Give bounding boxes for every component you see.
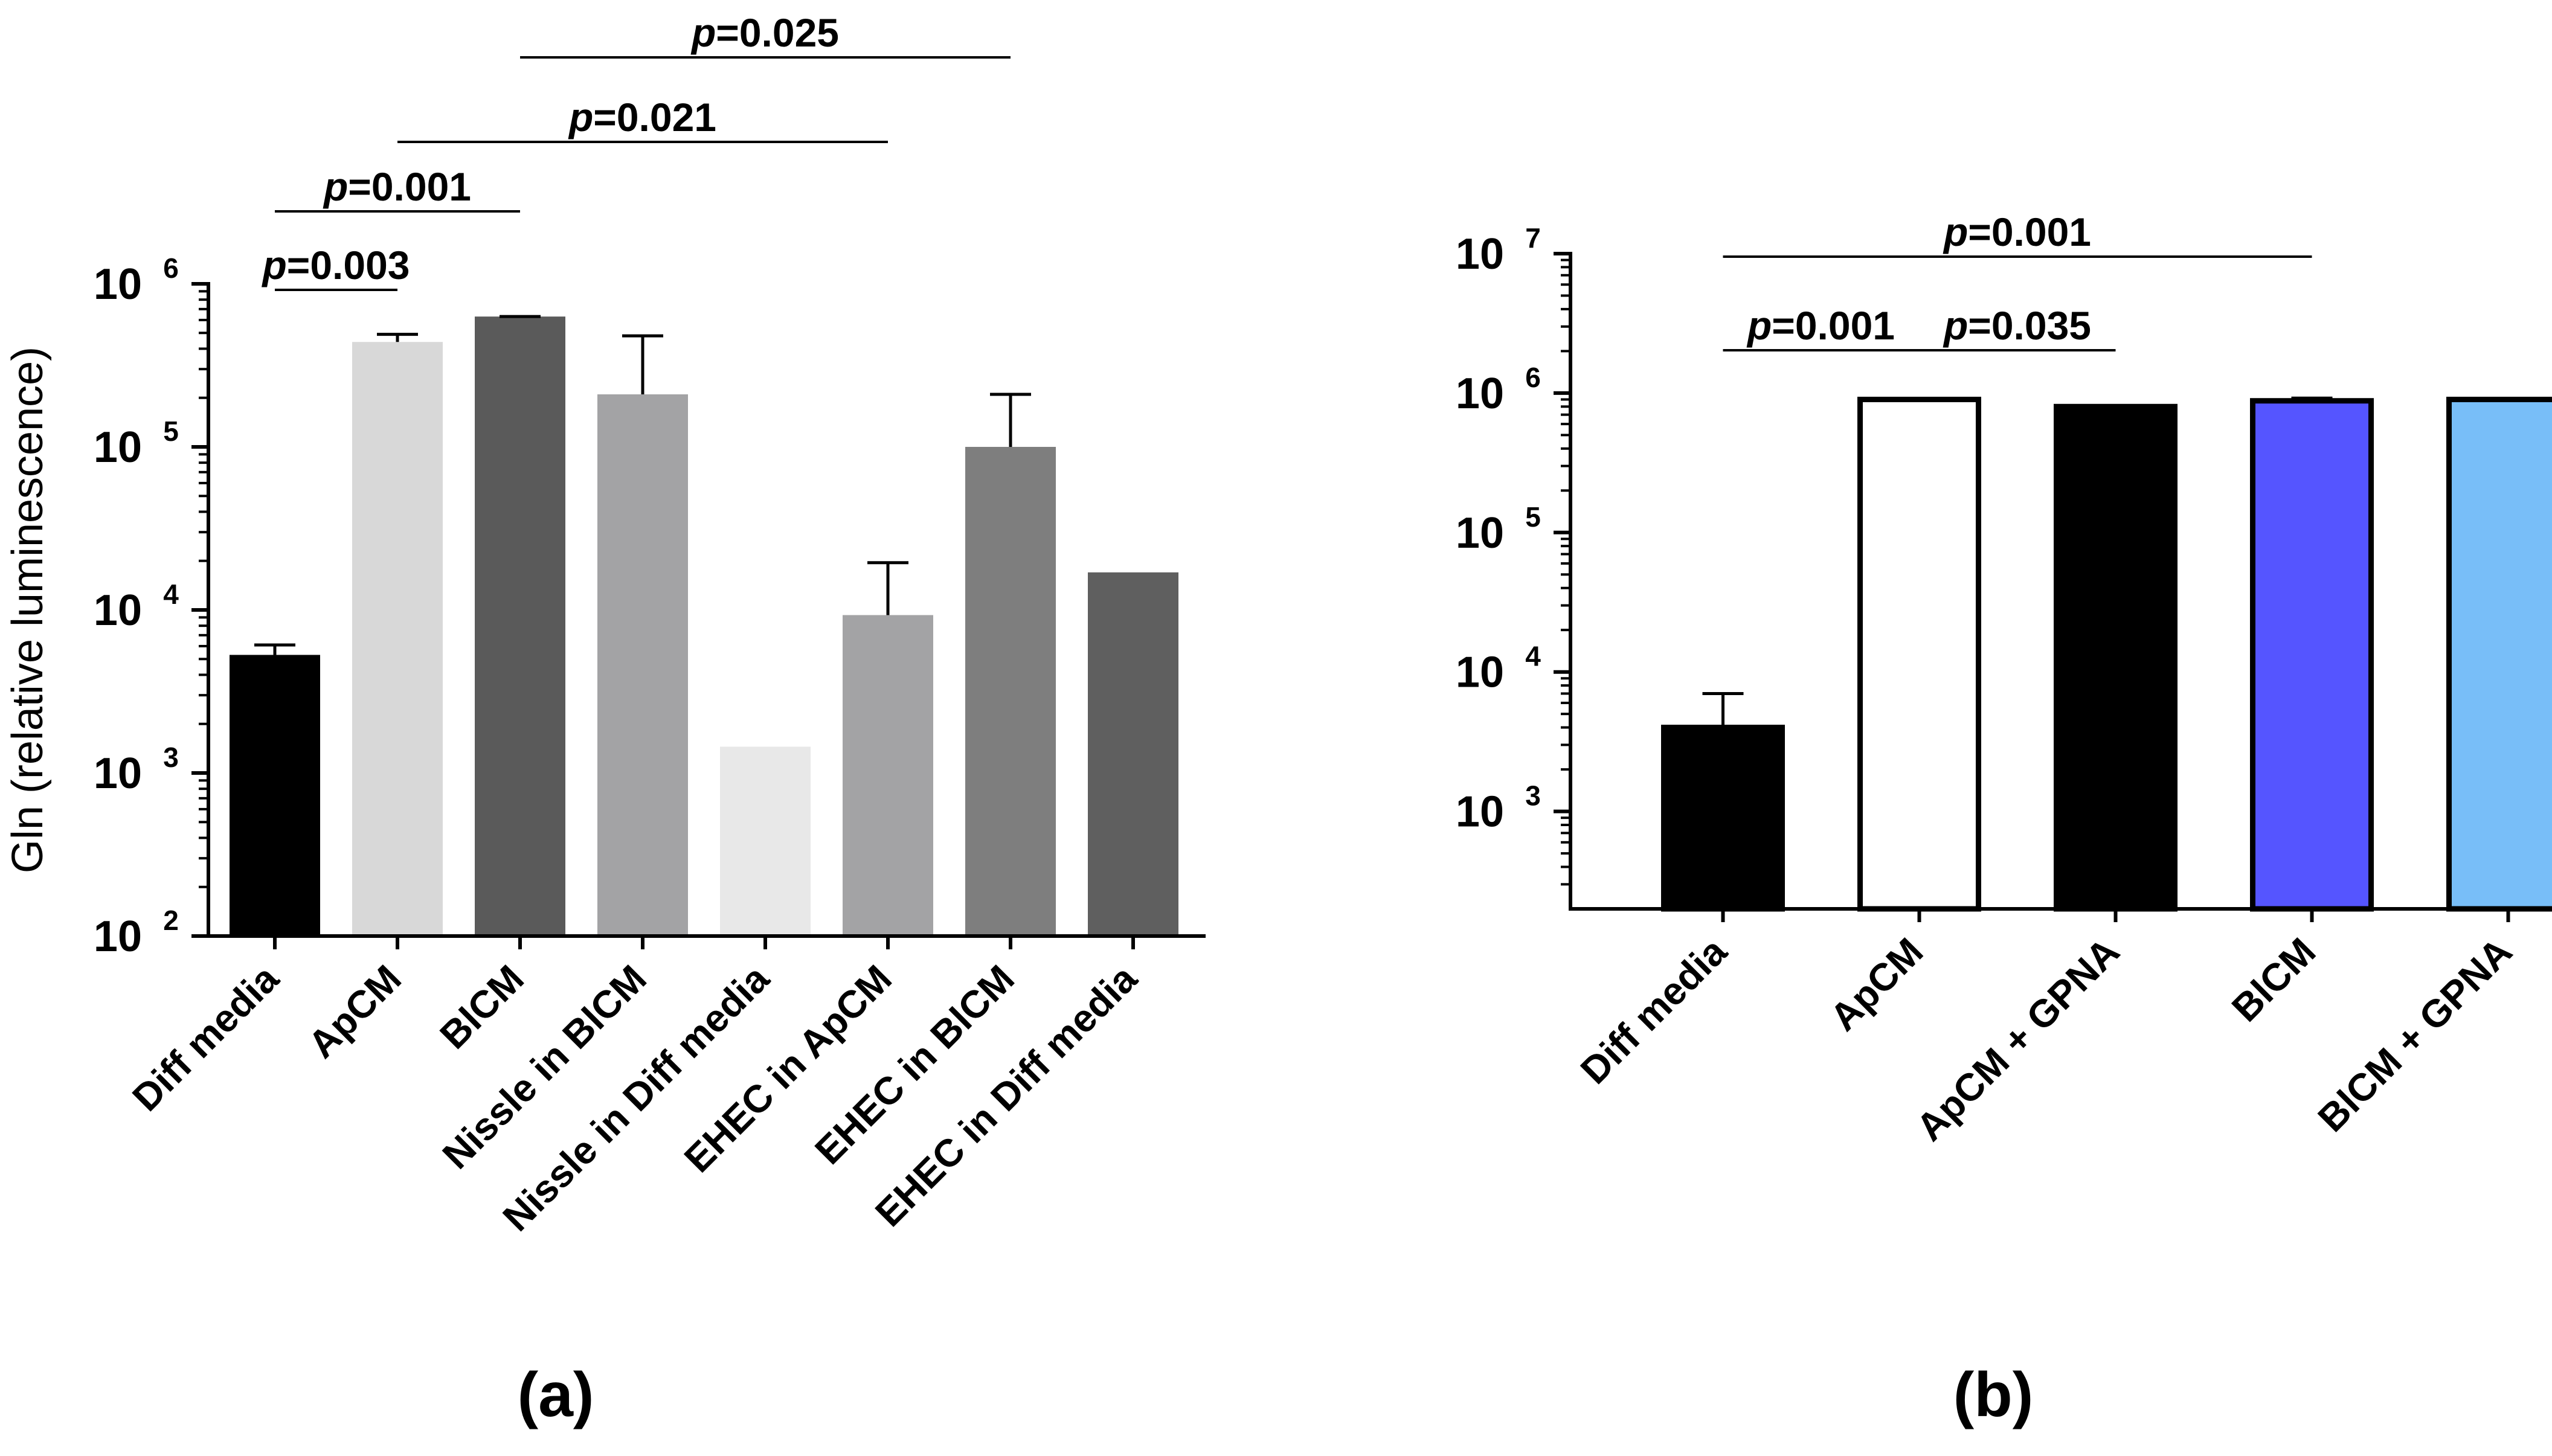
y-tick-exp-0-2: 4 (163, 579, 179, 610)
p-symbol: p (690, 10, 716, 55)
panel-label-1: (b) (1953, 1360, 2034, 1430)
comparison-label-1-2: p=0.001 (1943, 210, 2091, 254)
bar-1-3 (2250, 398, 2374, 912)
bar-0-0 (230, 655, 320, 936)
y-tick-label-0-0: 10 (94, 912, 142, 961)
x-tick-label-0-0: Diff media (124, 957, 287, 1120)
y-tick-label-1-1: 10 (1456, 649, 1504, 697)
x-tick-label-0-2: BlCM (431, 957, 532, 1057)
y-tick-exp-1-0: 3 (1525, 780, 1541, 812)
y-tick-label-0-2: 10 (94, 586, 142, 635)
y-tick-exp-1-3: 6 (1525, 362, 1541, 393)
p-symbol: p (323, 164, 348, 209)
y-tick-label-1-3: 10 (1456, 370, 1504, 418)
x-tick-label-0-3: Nissle in BlCM (434, 957, 655, 1177)
y-tick-label-0-3: 10 (94, 423, 142, 472)
comparison-label-1-1: p=0.035 (1943, 303, 2091, 348)
y-tick-exp-1-4: 7 (1525, 222, 1541, 254)
x-tick-label-1-3: BlCM (2223, 929, 2324, 1030)
bar-0-2 (475, 316, 565, 937)
p-value: =0.001 (348, 164, 471, 209)
y-tick-exp-0-0: 2 (163, 905, 179, 936)
comparison-label-0-1: p=0.001 (323, 164, 471, 209)
y-tick-label-1-2: 10 (1456, 509, 1504, 557)
x-tick-label-1-1: ApCM (1822, 929, 1932, 1039)
bar-1-4 (2446, 396, 2552, 912)
bar-1-0 (1661, 725, 1785, 912)
bar-0-6 (965, 447, 1056, 936)
y-tick-exp-0-1: 3 (163, 742, 179, 773)
p-value: =0.025 (716, 10, 839, 55)
bar-0-7 (1088, 572, 1178, 936)
comparison-label-0-0: p=0.003 (261, 243, 410, 287)
x-tick-label-1-2: ApCM + GPNA (1908, 929, 2127, 1149)
comparison-label-1-0: p=0.001 (1746, 303, 1895, 348)
x-tick-label-0-5: EHEC in ApCM (676, 957, 900, 1181)
panel-label-0: (a) (517, 1360, 594, 1430)
p-value: =0.003 (287, 243, 410, 287)
x-tick-label-1-0: Diff media (1572, 929, 1735, 1092)
y-tick-exp-1-1: 4 (1525, 641, 1541, 672)
bar-0-3 (597, 394, 688, 936)
p-symbol: p (261, 243, 286, 287)
x-tick-label-0-1: ApCM (300, 957, 410, 1066)
bar-0-5 (843, 615, 933, 936)
comparison-label-0-3: p=0.025 (690, 10, 839, 55)
bar-0-4 (720, 746, 811, 936)
bar-0-1 (352, 342, 443, 936)
p-symbol: p (1943, 210, 1968, 254)
y-tick-exp-0-3: 5 (163, 415, 179, 447)
x-tick-label-1-4: BlCM + GPNA (2310, 929, 2521, 1140)
y-tick-label-1-0: 10 (1456, 788, 1504, 836)
y-tick-exp-1-2: 5 (1525, 501, 1541, 533)
p-value: =0.035 (1968, 303, 2091, 348)
y-axis-label-0: Gln (relative luminescence) (4, 347, 52, 873)
p-value: =0.001 (1772, 303, 1895, 348)
y-tick-label-1-4: 10 (1456, 230, 1504, 278)
p-symbol: p (568, 95, 593, 140)
comparison-label-0-2: p=0.021 (568, 95, 716, 140)
p-value: =0.001 (1968, 210, 2091, 254)
p-value: =0.021 (593, 95, 716, 140)
bar-1-2 (2054, 403, 2178, 912)
y-tick-label-0-4: 10 (94, 260, 142, 309)
bar-1-1 (1857, 396, 1981, 912)
p-symbol: p (1943, 303, 1968, 348)
y-tick-exp-0-4: 6 (163, 252, 179, 284)
y-tick-label-0-1: 10 (94, 749, 142, 798)
p-symbol: p (1746, 303, 1772, 348)
